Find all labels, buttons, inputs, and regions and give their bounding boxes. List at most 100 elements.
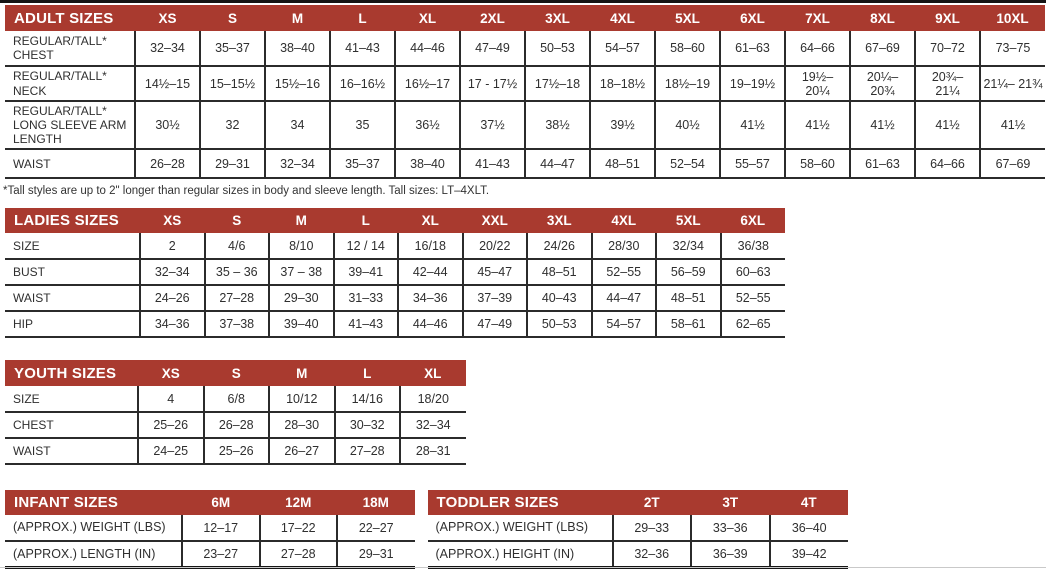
table-row: WAIST 24–25 25–26 26–27 27–28 28–31 [5, 438, 466, 466]
youth-table-title: YOUTH SIZES [5, 360, 138, 387]
toddler-sizes-table: TODDLER SIZES 2T 3T 4T (APPROX.) WEIGHT (LBS… [427, 490, 848, 569]
cell-value: 20¼– 20¾ [849, 66, 915, 102]
cell-value: 37½ [459, 101, 525, 151]
column-header-3t: 3T [691, 490, 770, 516]
cell-value: 19–19½ [719, 66, 785, 102]
cell-value: 60–63 [719, 259, 785, 287]
column-header-12m: 12M [259, 490, 337, 516]
cell-value: 70–72 [914, 31, 980, 67]
cell-value: 16½–17 [394, 66, 460, 102]
cell-value: 33–36 [690, 515, 770, 543]
column-header-2xl: 2XL [460, 5, 525, 31]
cell-value: 41½ [784, 101, 850, 151]
cell-value: 44–47 [524, 149, 590, 180]
cell-value: 4/6 [203, 233, 269, 261]
table-row: CHEST 25–26 26–28 28–30 30–32 32–34 [5, 412, 466, 440]
row-label-approx-length-in: (APPROX.) LENGTH (IN) [5, 541, 182, 569]
cell-value: 39–42 [768, 541, 848, 569]
ladies-sizes-table: LADIES SIZES XS S M L XL XXL 3XL 4XL 5XL 6XL SIZE 2 4… [5, 208, 1046, 339]
row-label-regular-tall-long-sleeve-arm-length: REGULAR/TALL* LONG SLEEVE ARM LENGTH [5, 101, 135, 151]
cell-value: 24/26 [526, 233, 592, 261]
table-row: REGULAR/TALL* CHEST 32–34 35–37 38–40 41–43 4… [5, 31, 1045, 67]
cell-value: 41–43 [329, 31, 395, 67]
column-header-l: L [333, 208, 398, 234]
table-row: SIZE 4 6/8 10/12 14/16 18/20 [5, 386, 466, 414]
column-header-6xl: 6XL [720, 208, 785, 234]
cell-value: 47–49 [459, 31, 525, 67]
cell-value: 52–55 [590, 259, 656, 287]
cell-value: 17½–18 [524, 66, 590, 102]
cell-value: 34–36 [397, 285, 463, 313]
cell-value: 37–38 [203, 311, 269, 339]
cell-value: 30–32 [333, 412, 400, 440]
cell-value: 4 [137, 386, 204, 414]
cell-value: 52–54 [654, 149, 720, 180]
top-divider [0, 0, 1046, 3]
cell-value: 16/18 [397, 233, 463, 261]
cell-value: 41½ [914, 101, 980, 151]
cell-value: 27–28 [258, 541, 337, 569]
infant-table-grid: INFANT SIZES 6M 12M 18M (APPROX.) WEIGHT (LB… [5, 490, 415, 569]
cell-value: 54–57 [589, 31, 655, 67]
row-label-waist: WAIST [5, 149, 135, 180]
cell-value: 20¾– 21¼ [914, 66, 980, 102]
adult-table-title: ADULT SIZES [5, 5, 135, 31]
cell-value: 10/12 [268, 386, 335, 414]
cell-value: 21¼– 21¾ [979, 66, 1045, 102]
cell-value: 31–33 [332, 285, 398, 313]
youth-sizes-table: YOUTH SIZES XS S M L XL SIZE 4 6/8 10/12 14/16 18/2… [5, 360, 1046, 466]
row-label-regular-tall-neck: REGULAR/TALL* NECK [5, 66, 135, 102]
table-row: (APPROX.) LENGTH (IN) 23–27 27–28 29–31 [5, 541, 415, 569]
table-row: REGULAR/TALL* NECK 14½–15 15–15½ 15½–16 16–1… [5, 66, 1045, 102]
column-header-6xl: 6XL [720, 5, 785, 31]
cell-value: 32–34 [134, 31, 200, 67]
cell-value: 56–59 [655, 259, 721, 287]
toddler-table-grid: TODDLER SIZES 2T 3T 4T (APPROX.) WEIGHT (LBS… [427, 490, 848, 569]
ladies-table-grid: LADIES SIZES XS S M L XL XXL 3XL 4XL 5XL 6XL SIZE 2 4… [5, 208, 785, 339]
cell-value: 36½ [394, 101, 460, 151]
tall-sizes-footnote: *Tall styles are up to 2" longer than re… [3, 185, 490, 198]
cell-value: 29–31 [336, 541, 415, 569]
cell-value: 17 - 17½ [459, 66, 525, 102]
table-row: (APPROX.) HEIGHT (IN) 32–36 36–39 39–42 [427, 541, 848, 569]
cell-value: 32/34 [655, 233, 721, 261]
cell-value: 32–34 [399, 412, 466, 440]
column-header-3xl: 3XL [527, 208, 592, 234]
table-row: WAIST 26–28 29–31 32–34 35–37 38–40 41–43 44–47… [5, 149, 1045, 180]
column-header-5xl: 5XL [655, 5, 720, 31]
adult-sizes-table: ADULT SIZES XS S M L XL 2XL 3XL 4XL 5XL 6XL 7XL 8XL 9… [5, 5, 1046, 180]
row-label-approx-weight-lbs: (APPROX.) WEIGHT (LBS) [5, 515, 182, 543]
ladies-table-title: LADIES SIZES [5, 208, 140, 234]
infant-sizes-table: INFANT SIZES 6M 12M 18M (APPROX.) WEIGHT (LB… [5, 490, 415, 569]
cell-value: 67–69 [849, 31, 915, 67]
cell-value: 36/38 [719, 233, 785, 261]
cell-value: 16–16½ [329, 66, 395, 102]
column-header-18m: 18M [337, 490, 415, 516]
cell-value: 58–60 [784, 149, 850, 180]
column-header-10xl: 10XL [980, 5, 1045, 31]
row-label-bust: BUST [5, 259, 140, 287]
cell-value: 29–31 [199, 149, 265, 180]
cell-value: 26–28 [202, 412, 269, 440]
cell-value: 73–75 [979, 31, 1045, 67]
cell-value: 40½ [654, 101, 720, 151]
column-header-s: S [200, 5, 265, 31]
cell-value: 25–26 [137, 412, 204, 440]
infant-toddler-row: INFANT SIZES 6M 12M 18M (APPROX.) WEIGHT (LB… [5, 490, 1046, 569]
column-header-s: S [204, 208, 269, 234]
cell-value: 39–41 [332, 259, 398, 287]
column-header-xs: XS [138, 360, 204, 387]
cell-value: 27–28 [203, 285, 269, 313]
cell-value: 61–63 [719, 31, 785, 67]
cell-value: 41½ [719, 101, 785, 151]
column-header-xl: XL [400, 360, 466, 387]
column-header-l: L [334, 360, 400, 387]
row-label-regular-tall-chest: REGULAR/TALL* CHEST [5, 31, 135, 67]
cell-value: 28/30 [590, 233, 656, 261]
adult-table-grid: ADULT SIZES XS S M L XL 2XL 3XL 4XL 5XL 6XL 7XL 8XL 9… [5, 5, 1045, 180]
column-header-xl: XL [398, 208, 463, 234]
cell-value: 32 [199, 101, 265, 151]
table-row: (APPROX.) WEIGHT (LBS) 29–33 33–36 36–40 [427, 515, 848, 543]
column-header-4t: 4T [769, 490, 848, 516]
